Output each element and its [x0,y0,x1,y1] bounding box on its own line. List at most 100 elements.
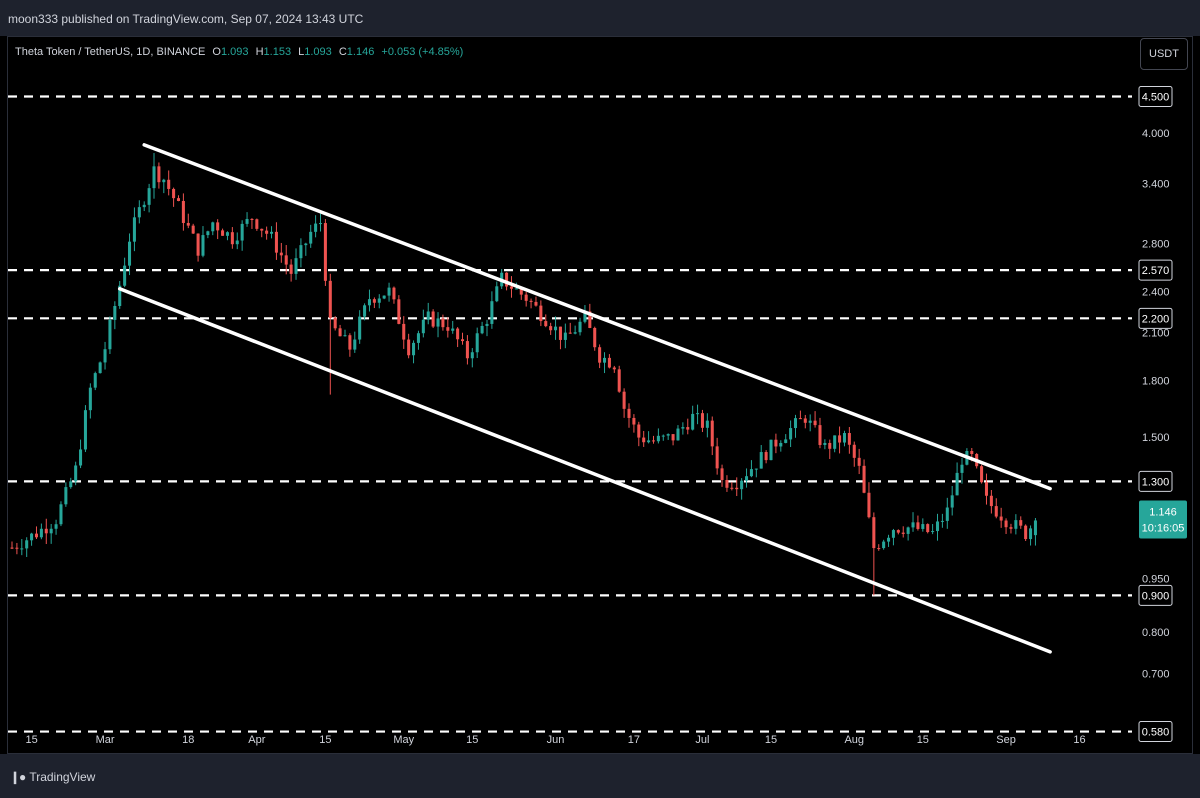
x-tick-label: 15 [466,734,478,746]
open-value: 1.093 [220,46,249,58]
bar-countdown: 10:16:05 [1142,522,1185,534]
candle [69,481,73,488]
y-tick-label: 3.400 [1142,178,1170,190]
candle [735,487,739,490]
x-tick-label: 15 [917,734,929,746]
candle [524,294,528,301]
candle [696,413,700,415]
candle [250,218,254,220]
tradingview-logo-icon: ❙● [10,770,26,784]
x-tick-label: 15 [765,734,777,746]
tradingview-logo[interactable]: ❙● TradingView [10,770,95,784]
candle [877,548,881,550]
candle [54,524,58,529]
x-tick-label: Sep [996,734,1016,746]
symbol-name[interactable]: Theta Token / TetherUS, 1D, BINANCE [15,46,206,58]
candle [793,418,798,429]
candle [681,427,685,429]
candle [710,420,714,447]
candle [407,339,411,356]
candle [647,440,651,443]
y-tick-label: 2.400 [1142,286,1170,298]
candle [666,434,670,436]
candle [25,540,29,549]
candle [206,231,210,236]
candle [377,298,381,303]
candle [642,437,646,443]
candle [128,241,132,266]
candle [544,321,548,327]
candle [152,166,156,189]
candle [842,433,846,443]
level-label: 2.200 [1142,313,1170,325]
x-tick-label: May [393,734,414,746]
y-tick-label: 4.000 [1142,128,1170,140]
bottom-bar [0,754,1200,798]
candle [1009,527,1013,529]
candle [211,222,215,232]
candle [867,492,871,518]
candle [509,286,513,289]
candle [935,521,940,532]
x-tick-label: 17 [628,734,640,746]
candle [813,420,817,426]
candle [999,516,1003,521]
candle [779,442,783,447]
candle [554,326,558,331]
candle [828,442,832,449]
candle [607,357,611,368]
candle [176,198,181,201]
candle [887,537,891,542]
candle [588,311,592,328]
candle [59,504,63,525]
candle [931,531,935,533]
y-tick-label: 1.800 [1142,376,1170,388]
x-tick-label: 16 [1073,734,1085,746]
candle [651,440,656,442]
candle [387,287,391,296]
y-tick-label: 2.100 [1142,328,1170,340]
level-label-box [1138,259,1173,281]
candle [421,319,425,334]
candle [191,225,195,234]
candle [279,252,283,256]
candle [137,207,141,218]
level-label-box [1138,86,1173,108]
open-label: O [212,46,221,58]
candle [147,188,151,205]
channel-lower-line [117,287,1052,654]
candle [622,391,626,409]
candle [749,469,753,477]
candle [294,258,298,274]
candle [397,299,401,324]
candle [872,517,876,549]
candle [980,466,984,483]
x-tick-label: 15 [319,734,331,746]
candle [632,417,636,425]
candle [940,520,944,522]
candle [505,272,509,287]
close-label: C [338,46,347,58]
level-label: 1.300 [1142,476,1170,488]
candle [309,231,313,244]
candle [984,482,988,496]
low-label: L [298,46,305,58]
candle [172,188,176,199]
candle [1033,520,1037,536]
candle [847,433,851,445]
chart-frame[interactable] [7,36,1193,754]
candle [88,387,92,411]
candle [255,219,259,229]
candle [637,424,641,438]
candle [495,286,499,302]
y-tick-label: 0.700 [1142,668,1170,680]
publisher-info: moon333 published on TradingView.com, Se… [8,12,364,26]
level-label: 4.500 [1142,92,1170,104]
currency-button[interactable]: USDT [1140,38,1188,70]
candle [260,228,264,231]
candle [784,439,788,443]
candle [367,299,371,306]
candle [431,311,435,327]
x-tick-label: 15 [25,734,37,746]
